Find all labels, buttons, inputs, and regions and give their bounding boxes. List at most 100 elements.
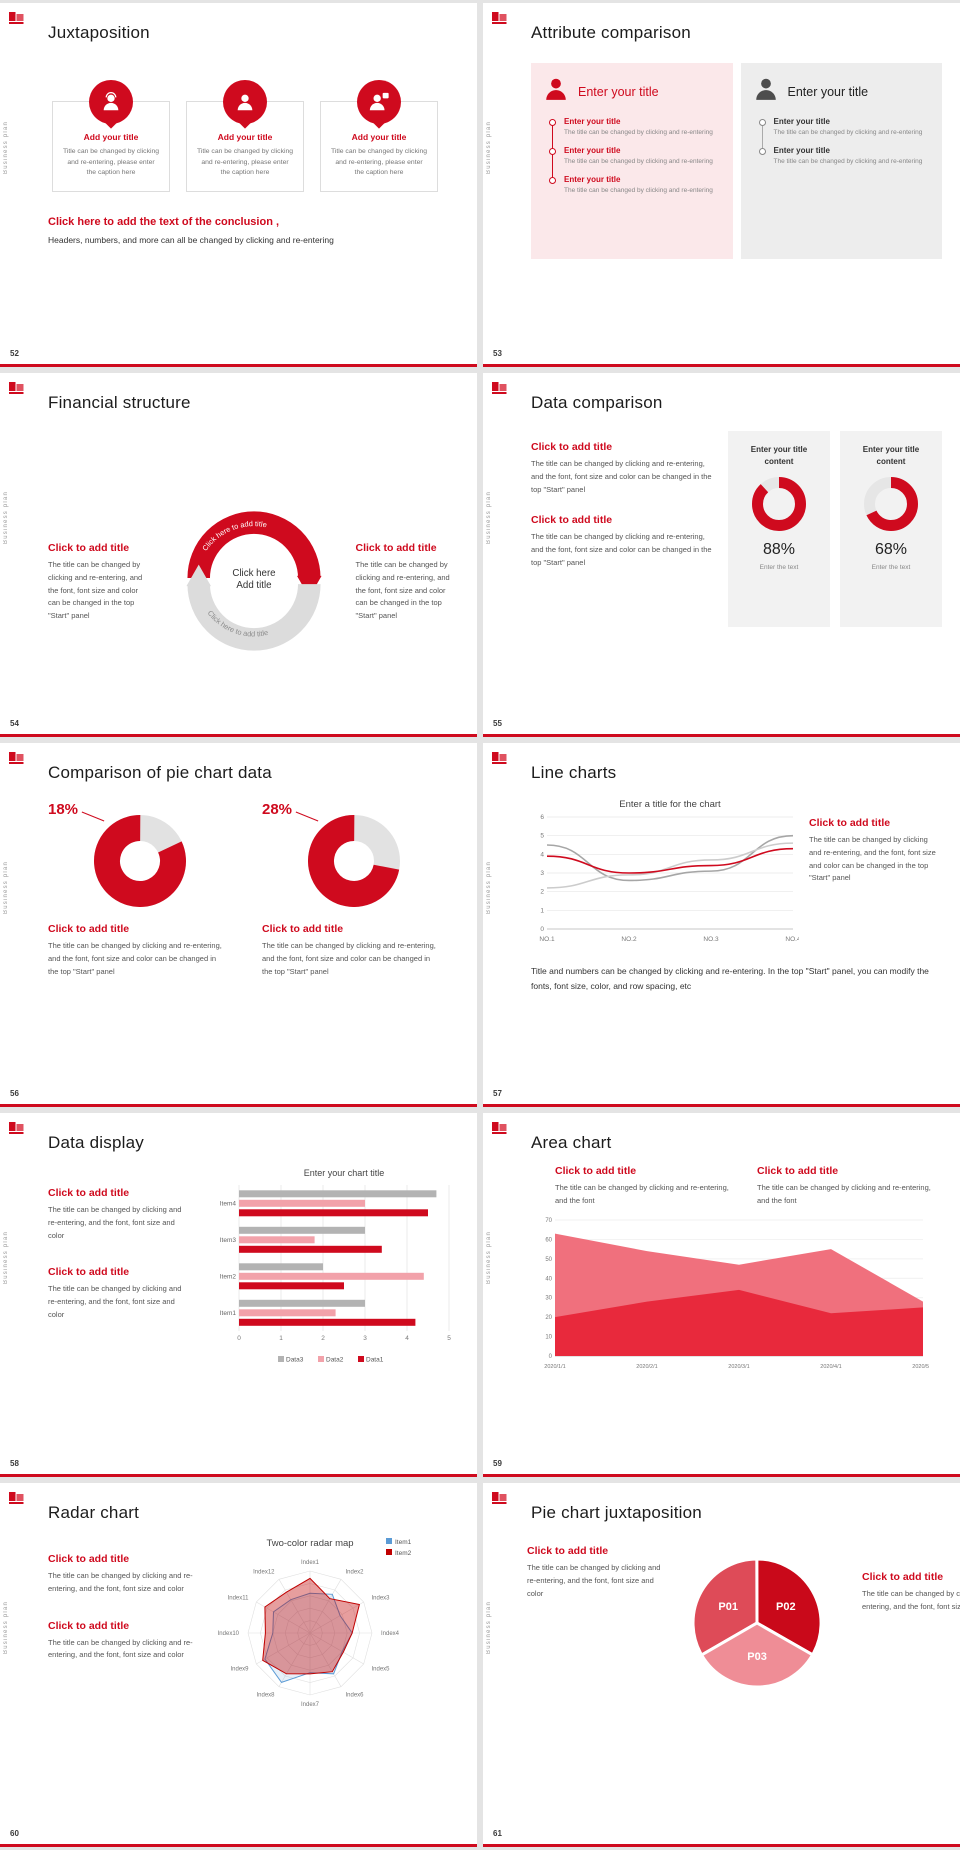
- block-body: The title can be changed by clicking and…: [48, 1205, 182, 1240]
- slide-57-line-charts[interactable]: Business plan Line charts Enter a title …: [483, 743, 960, 1107]
- slide-54-financial-structure[interactable]: Business plan Financial structure Click …: [0, 373, 477, 737]
- block-heading: Click to add title: [48, 1187, 130, 1199]
- slide-number: 53: [493, 349, 502, 358]
- donut-percentage-label: 28%: [262, 801, 293, 818]
- svg-text:0: 0: [237, 1335, 241, 1342]
- slide-58-data-display[interactable]: Business plan Data display Click to add …: [0, 1113, 477, 1477]
- text-block: Click to add title The title can be chan…: [531, 514, 712, 569]
- slide-title: Line charts: [531, 763, 617, 782]
- svg-text:P03: P03: [747, 1651, 767, 1663]
- svg-text:50: 50: [545, 1256, 552, 1262]
- slide-55-data-comparison[interactable]: Business plan Data comparison Click to a…: [483, 373, 960, 737]
- slide-60-radar-chart[interactable]: Business plan Radar chart Click to add t…: [0, 1483, 477, 1847]
- block-heading: Click to add title: [862, 1571, 944, 1583]
- slide-61-pie-juxtaposition[interactable]: Business plan Pie chart juxtaposition Cl…: [483, 1483, 960, 1847]
- text-block: Click to add title The title can be chan…: [531, 441, 712, 496]
- timeline-item-heading: Enter your title: [773, 117, 830, 126]
- block-body: The title can be changed by clicking and…: [527, 1563, 661, 1598]
- svg-text:1: 1: [279, 1335, 283, 1342]
- stat-percentage: 68%: [874, 541, 908, 559]
- block-body: The title can be changed by clicking and…: [809, 835, 936, 883]
- user-icon: [223, 80, 267, 124]
- slide-title: Comparison of pie chart data: [48, 763, 272, 782]
- slide-title: Data comparison: [531, 393, 663, 412]
- vertical-label: Business plan: [3, 121, 9, 174]
- timeline-item-heading: Enter your title: [773, 145, 830, 155]
- svg-text:Item4: Item4: [220, 1200, 237, 1207]
- svg-text:Item2: Item2: [395, 1550, 412, 1557]
- svg-text:2020/2/1: 2020/2/1: [636, 1364, 657, 1370]
- timeline-item: Enter your title The title can be change…: [549, 117, 721, 138]
- card-heading: Add your title: [217, 132, 273, 142]
- svg-text:Index9: Index9: [230, 1667, 249, 1673]
- slide-53-attribute-comparison[interactable]: Business plan Attribute comparison Enter…: [483, 3, 960, 367]
- svg-text:2020/5/1: 2020/5/1: [912, 1364, 929, 1370]
- footnote: Title and numbers can be changed by clic…: [531, 966, 929, 992]
- text-block: Click to add title The title can be chan…: [262, 923, 440, 978]
- block-body: The title can be changed by clicking and…: [531, 459, 712, 494]
- block-heading: Click to add title: [48, 542, 130, 555]
- comparison-panel-left: Enter your title Enter your title The ti…: [531, 63, 733, 259]
- svg-text:Item3: Item3: [220, 1237, 237, 1244]
- slide-59-area-chart[interactable]: Business plan Area chart Click to add ti…: [483, 1113, 960, 1477]
- block-heading: Click to add title: [531, 441, 613, 453]
- slide-52-juxtaposition[interactable]: Business plan Juxtaposition Add your tit…: [0, 3, 477, 367]
- block-heading: Click to add title: [48, 923, 130, 935]
- svg-text:2020/4/1: 2020/4/1: [820, 1364, 841, 1370]
- svg-text:NO.1: NO.1: [539, 936, 555, 943]
- timeline-item-heading: Enter your title: [564, 174, 621, 184]
- cycle-center-line1: Click here: [232, 568, 275, 579]
- svg-text:Item1: Item1: [220, 1310, 237, 1317]
- card-caption: Title can be changed by clicking and re-…: [196, 148, 294, 177]
- svg-text:2: 2: [540, 889, 544, 896]
- svg-text:40: 40: [545, 1276, 552, 1282]
- svg-text:70: 70: [545, 1218, 552, 1224]
- svg-text:Data3: Data3: [286, 1357, 304, 1364]
- timeline-item-caption: The title can be changed by clicking and…: [564, 157, 713, 165]
- cycle-diagram: Click here to add title Click here to ad…: [166, 494, 342, 671]
- slide-number: 58: [10, 1459, 19, 1468]
- timeline-item: Enter your title The title can be change…: [549, 146, 721, 167]
- svg-text:Enter your chart title: Enter your chart title: [304, 1168, 385, 1178]
- cycle-center-line2: Add title: [236, 580, 271, 591]
- slide-56-pie-comparison[interactable]: Business plan Comparison of pie chart da…: [0, 743, 477, 1107]
- card-heading: Add your title: [83, 132, 139, 142]
- text-block-right: Click to add title The title can be chan…: [862, 1571, 960, 1614]
- svg-text:Index1: Index1: [301, 1560, 320, 1566]
- slide-number: 57: [493, 1089, 502, 1098]
- vertical-label: Business plan: [486, 121, 492, 174]
- slide-number: 52: [10, 349, 19, 358]
- vertical-label: Business plan: [3, 1601, 9, 1654]
- svg-text:1: 1: [540, 907, 544, 914]
- timeline-item-caption: The title can be changed by clicking and…: [773, 157, 923, 165]
- text-block-right: Click to add title The title can be chan…: [356, 542, 460, 623]
- card-heading: Add your title: [351, 132, 407, 142]
- svg-text:Data2: Data2: [326, 1357, 344, 1364]
- slide-title: Data display: [48, 1133, 144, 1152]
- timeline-item: Enter your title The title can be change…: [758, 117, 931, 138]
- panel-heading: Enter your title: [787, 84, 869, 99]
- brand-logo-icon: [9, 1121, 24, 1134]
- slide-number: 56: [10, 1089, 19, 1098]
- slide-title: Area chart: [531, 1133, 612, 1152]
- line-chart: Enter a title for the chart 0 1 2 3 4 5 6 NO.1 NO…: [531, 795, 801, 952]
- slide-title: Pie chart juxtaposition: [531, 1503, 702, 1522]
- vertical-label: Business plan: [486, 861, 492, 914]
- block-body: The title can be changed by clicking and…: [262, 941, 436, 976]
- conclusion: Click here to add the text of the conclu…: [48, 216, 459, 245]
- donut-percentage-label: 18%: [48, 801, 79, 818]
- svg-text:Index4: Index4: [381, 1631, 400, 1637]
- area-chart: 0 10 20 30 40 50 60 70 2020/1/1 2020/2/1 2020/3/1 2…: [531, 1212, 942, 1377]
- stat-card-heading: Enter your title content: [750, 445, 808, 466]
- text-block: Click to add title The title can be chan…: [809, 795, 939, 952]
- brand-logo-icon: [492, 751, 507, 764]
- feature-card: Add your title Title can be changed by c…: [186, 80, 304, 192]
- text-block: Click to add title The title can be chan…: [48, 1553, 200, 1596]
- svg-text:Index7: Index7: [301, 1702, 320, 1708]
- brand-logo-icon: [9, 381, 24, 394]
- stat-percentage: 88%: [762, 541, 796, 559]
- timeline-item-caption: The title can be changed by clicking and…: [564, 186, 713, 194]
- slide-number: 55: [493, 719, 502, 728]
- svg-text:Index12: Index12: [253, 1570, 275, 1576]
- block-heading: Click to add title: [48, 1619, 130, 1632]
